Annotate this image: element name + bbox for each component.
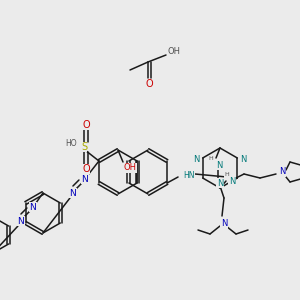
Text: HN: HN	[183, 170, 195, 179]
Text: N: N	[18, 217, 24, 226]
Text: H: H	[208, 157, 213, 161]
Text: N: N	[229, 176, 235, 185]
Text: O: O	[82, 120, 90, 130]
Text: N: N	[194, 155, 200, 164]
Text: N: N	[221, 220, 227, 229]
Text: O: O	[145, 79, 153, 89]
Text: HO: HO	[65, 139, 77, 148]
Text: N: N	[82, 175, 88, 184]
Text: N: N	[217, 178, 223, 188]
Text: N: N	[216, 160, 222, 169]
Text: S: S	[81, 142, 87, 152]
Text: N: N	[240, 155, 247, 164]
Text: N: N	[279, 167, 285, 176]
Text: H: H	[225, 172, 230, 178]
Text: O: O	[82, 164, 90, 174]
Text: N: N	[30, 202, 36, 211]
Text: N: N	[70, 188, 76, 197]
Text: OH: OH	[124, 164, 136, 172]
Text: OH: OH	[167, 47, 181, 56]
